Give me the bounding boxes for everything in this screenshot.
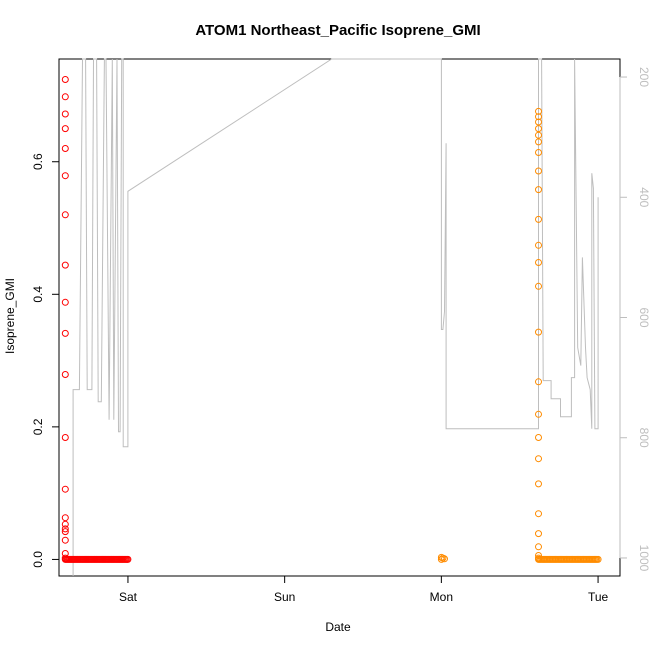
pressure-line <box>72 58 599 576</box>
data-point <box>594 555 602 563</box>
data-point <box>535 434 542 441</box>
series-1 <box>61 76 132 563</box>
y-tick-label: 0.4 <box>31 286 45 303</box>
data-point <box>61 434 69 441</box>
data-point <box>535 480 542 488</box>
data-point <box>61 261 69 269</box>
y2-tick-label: 200 <box>637 67 650 87</box>
data-point <box>61 93 69 101</box>
data-point <box>535 378 542 386</box>
data-point <box>535 149 542 156</box>
data-point <box>535 215 542 223</box>
data-point <box>61 125 69 133</box>
pressure-layer <box>72 58 599 576</box>
data-point <box>535 125 542 133</box>
data-point <box>61 211 69 219</box>
data-point <box>535 113 542 121</box>
data-point <box>535 510 542 518</box>
data-point <box>535 543 542 551</box>
y2-tick-label: 600 <box>637 307 650 327</box>
y2-tick-label: 1000 <box>637 545 650 572</box>
y-tick-label: 0.6 <box>31 153 45 170</box>
data-point <box>61 298 69 306</box>
data-point <box>535 455 542 463</box>
data-point <box>61 525 69 533</box>
data-point <box>535 410 542 418</box>
y-tick-label: 0.2 <box>31 418 45 435</box>
x-axis-label: Date <box>325 620 351 634</box>
y-axis-label: Isoprene_GMI <box>3 278 17 354</box>
series-2 <box>437 107 602 563</box>
data-point <box>61 520 69 528</box>
y2-tick-label: 800 <box>637 428 650 448</box>
data-point <box>535 328 542 336</box>
data-point <box>535 259 542 266</box>
data-point <box>61 110 69 118</box>
data-point <box>535 282 542 290</box>
data-point <box>61 536 69 544</box>
data-point <box>124 555 132 563</box>
data-point <box>535 186 542 194</box>
x-tick-label: Sat <box>119 590 138 604</box>
data-point <box>61 172 69 180</box>
data-point <box>535 530 542 538</box>
data-point <box>535 167 542 175</box>
x-tick-label: Mon <box>430 590 453 604</box>
y2-tick-label: 400 <box>637 187 650 207</box>
points-layer <box>61 76 602 563</box>
data-point <box>535 118 542 126</box>
data-point <box>61 371 69 378</box>
data-point <box>535 131 542 139</box>
data-point <box>535 241 542 249</box>
data-point <box>437 555 445 563</box>
data-point <box>437 553 445 561</box>
data-point <box>61 514 69 522</box>
data-point <box>61 329 69 337</box>
data-point <box>535 107 542 115</box>
x-tick-label: Sun <box>274 590 295 604</box>
axes-layer: Sat Sun Mon Tue 0.0 0.2 0.4 0.6 200 400 600 800 1000 <box>31 67 650 604</box>
data-point <box>61 528 69 536</box>
data-point <box>61 485 69 493</box>
chart-title: ATOM1 Northeast_Pacific Isoprene_GMI <box>195 22 480 39</box>
y-tick-label: 0.0 <box>31 551 45 568</box>
data-point <box>535 138 542 146</box>
x-tick-label: Tue <box>588 590 609 604</box>
data-point <box>61 145 69 152</box>
data-point <box>61 76 69 83</box>
